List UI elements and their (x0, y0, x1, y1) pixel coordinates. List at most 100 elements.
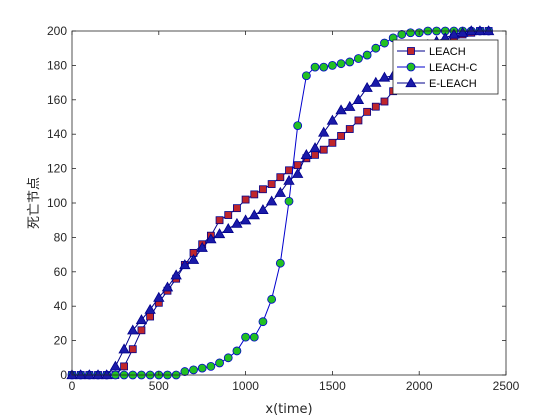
data-point (397, 30, 407, 39)
data-point (135, 314, 148, 325)
data-point (231, 217, 243, 228)
data-point (249, 332, 259, 342)
data-point (241, 195, 250, 204)
data-point (189, 365, 198, 375)
data-point (137, 326, 146, 335)
legend-marker (405, 77, 417, 88)
y-tick-label: 80 (54, 230, 68, 244)
data-point (291, 167, 304, 178)
data-point (222, 222, 234, 233)
data-point (232, 346, 242, 356)
data-point (300, 149, 313, 159)
data-point (370, 76, 382, 87)
data-point (285, 166, 293, 175)
data-point (361, 81, 373, 92)
legend-label: E-LEACH (429, 78, 477, 90)
data-point (335, 104, 347, 115)
data-point (206, 361, 216, 371)
data-point (170, 269, 182, 280)
y-axis: 0 20 40 60 80 100 120 140 160 180 200 (47, 24, 506, 382)
data-point (109, 360, 122, 371)
legend: LEACH LEACH-C E-LEACH (392, 39, 499, 95)
data-point (319, 145, 328, 154)
data-point (196, 241, 208, 252)
data-point (144, 303, 156, 314)
legend-label: LEACH-C (429, 62, 477, 74)
data-point (337, 132, 345, 140)
data-point (127, 324, 139, 335)
legend-label: LEACH (429, 46, 466, 58)
data-point (259, 185, 267, 194)
data-point (448, 28, 460, 39)
data-point (352, 93, 365, 104)
y-tick-label: 160 (47, 93, 67, 107)
data-point (362, 50, 372, 60)
data-point (380, 97, 389, 106)
data-point (354, 116, 363, 125)
data-point (301, 71, 311, 81)
data-point (187, 253, 200, 264)
data-point (146, 312, 155, 321)
data-point (284, 196, 294, 206)
y-tick-label: 40 (54, 299, 68, 313)
data-point (371, 43, 381, 53)
y-tick-label: 100 (47, 196, 67, 210)
y-tick-label: 200 (47, 24, 67, 38)
x-tick-label: 0 (69, 379, 76, 393)
data-point (363, 107, 372, 116)
y-tick-label: 180 (47, 58, 67, 72)
data-point (311, 150, 319, 159)
data-point (345, 125, 354, 133)
x-tick-label: 1000 (232, 379, 259, 393)
y-tick-label: 60 (54, 265, 68, 279)
data-point (101, 369, 113, 380)
data-point (180, 367, 190, 376)
data-point (128, 345, 137, 354)
data-point (265, 195, 278, 206)
data-point (258, 317, 268, 327)
data-point (257, 204, 269, 215)
data-point (153, 291, 165, 302)
data-point (310, 62, 320, 72)
data-point (233, 204, 241, 213)
data-point (213, 228, 226, 239)
data-point (215, 216, 224, 225)
legend-entry-e-leach: E-LEACH (397, 77, 477, 90)
data-point (224, 211, 233, 219)
data-point (456, 26, 469, 37)
data-point (161, 281, 174, 292)
data-point (276, 173, 285, 182)
data-point (318, 126, 330, 137)
data-point (118, 343, 130, 354)
legend-entry-leach: LEACH (397, 46, 466, 58)
y-tick-label: 140 (47, 127, 67, 141)
data-point (380, 38, 389, 48)
data-point (482, 25, 495, 36)
legend-marker (407, 47, 415, 55)
data-point (309, 142, 321, 153)
data-point (205, 233, 217, 244)
data-point (326, 114, 339, 125)
data-point (465, 25, 477, 36)
y-tick-label: 20 (54, 334, 68, 348)
data-point (179, 259, 191, 270)
data-point (406, 28, 415, 38)
data-point (283, 174, 295, 185)
data-point (92, 369, 104, 380)
data-point (474, 25, 486, 36)
y-tick-label: 0 (60, 368, 67, 382)
data-point (328, 138, 337, 147)
data-point (319, 62, 329, 72)
x-tick-label: 1500 (319, 379, 346, 393)
x-axis-label: x(time) (265, 402, 312, 417)
data-point (345, 57, 355, 67)
x-axis: 0 500 1000 1500 2000 2500 (69, 31, 520, 393)
x-tick-label: 500 (149, 379, 169, 393)
data-point (378, 71, 391, 82)
data-point (344, 100, 356, 111)
data-point (274, 186, 287, 197)
x-tick-label: 2000 (406, 379, 433, 393)
x-tick-label: 2500 (493, 379, 520, 393)
data-point (248, 209, 260, 220)
